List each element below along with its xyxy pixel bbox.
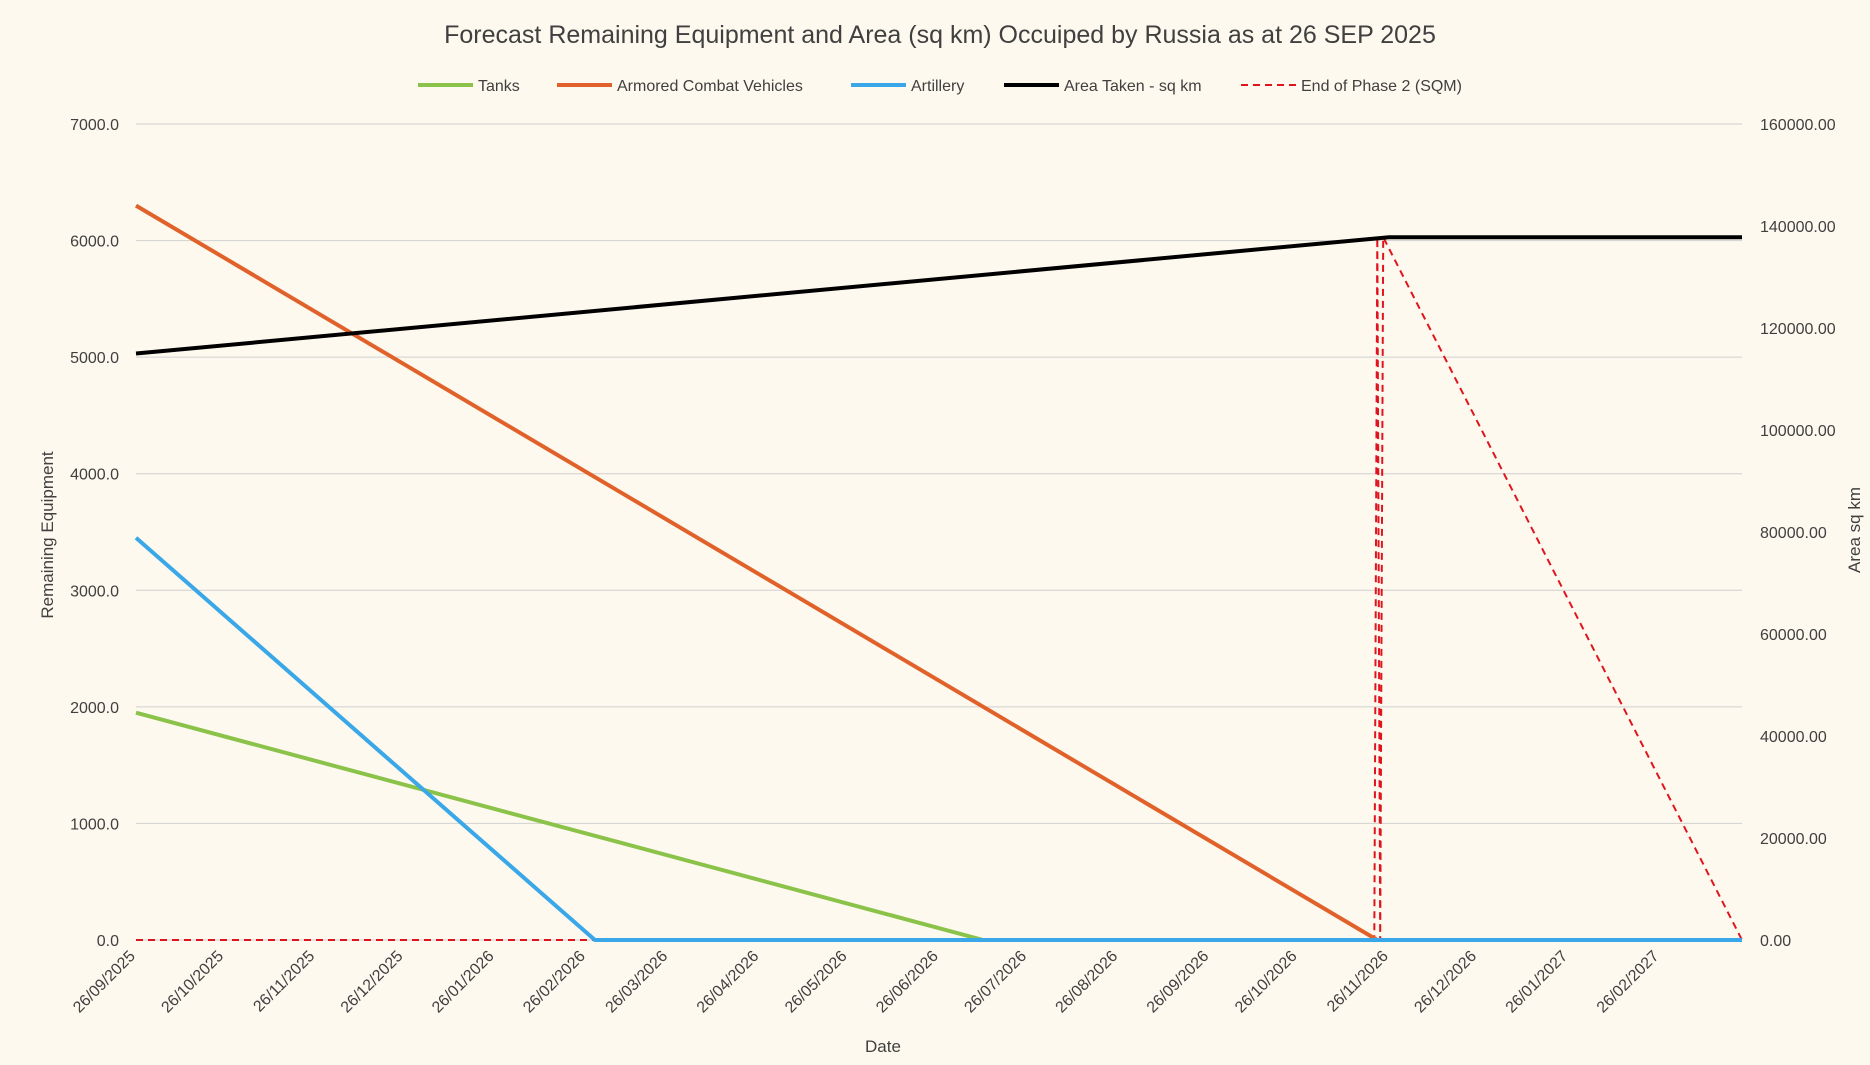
y-tick-label: 7000.0: [70, 117, 119, 134]
y2-tick-label: 120000.00: [1760, 321, 1836, 338]
y-tick-label: 6000.0: [70, 234, 119, 251]
y-tick-label: 4000.0: [70, 467, 119, 484]
series-line-artillery: [134, 536, 1742, 942]
y2-tick-label: 160000.00: [1760, 117, 1836, 134]
series-lines: [134, 203, 1743, 942]
y-tick-label: 5000.0: [70, 350, 119, 367]
y2-tick-label: 80000.00: [1760, 525, 1827, 542]
y2-tick-label: 140000.00: [1760, 219, 1836, 236]
y-axis-right-title: Area sq km: [1845, 487, 1864, 573]
y2-tick-label: 100000.00: [1760, 423, 1836, 440]
y-axis-left: 0.0 1000.0 2000.0 3000.0 4000.0 5000.0 6000.0 7…: [70, 117, 119, 950]
y2-tick-label: 0.00: [1760, 933, 1791, 950]
chart-title: Forecast Remaining Equipment and Area (s…: [444, 21, 1436, 49]
y-tick-label: 1000.0: [70, 816, 119, 833]
x-axis-title: Date: [865, 1037, 901, 1056]
y-tick-label: 0.0: [97, 933, 119, 950]
y-tick-label: 3000.0: [70, 583, 119, 600]
y-axis-left-title: Remaining Equipment: [38, 451, 57, 619]
y2-tick-label: 20000.00: [1760, 831, 1827, 848]
legend-label: End of Phase 2 (SQM): [1301, 78, 1462, 95]
legend-label: Artillery: [911, 78, 964, 95]
y-axis-right: 0.00 20000.00 40000.00 60000.00 80000.00 1000…: [1760, 117, 1836, 950]
legend-label: Tanks: [478, 78, 520, 95]
series-line-end-of-phase-2-sqm: [136, 236, 1743, 941]
y-tick-label: 2000.0: [70, 700, 119, 717]
legend-label: Armored Combat Vehicles: [617, 78, 803, 95]
series-line-area-taken-sq-km: [135, 235, 1742, 356]
y2-tick-label: 40000.00: [1760, 729, 1827, 746]
legend: Tanks Armored Combat Vehicles Artillery Are…: [418, 78, 1462, 95]
legend-label: Area Taken - sq km: [1064, 78, 1202, 95]
y2-tick-label: 60000.00: [1760, 627, 1827, 644]
